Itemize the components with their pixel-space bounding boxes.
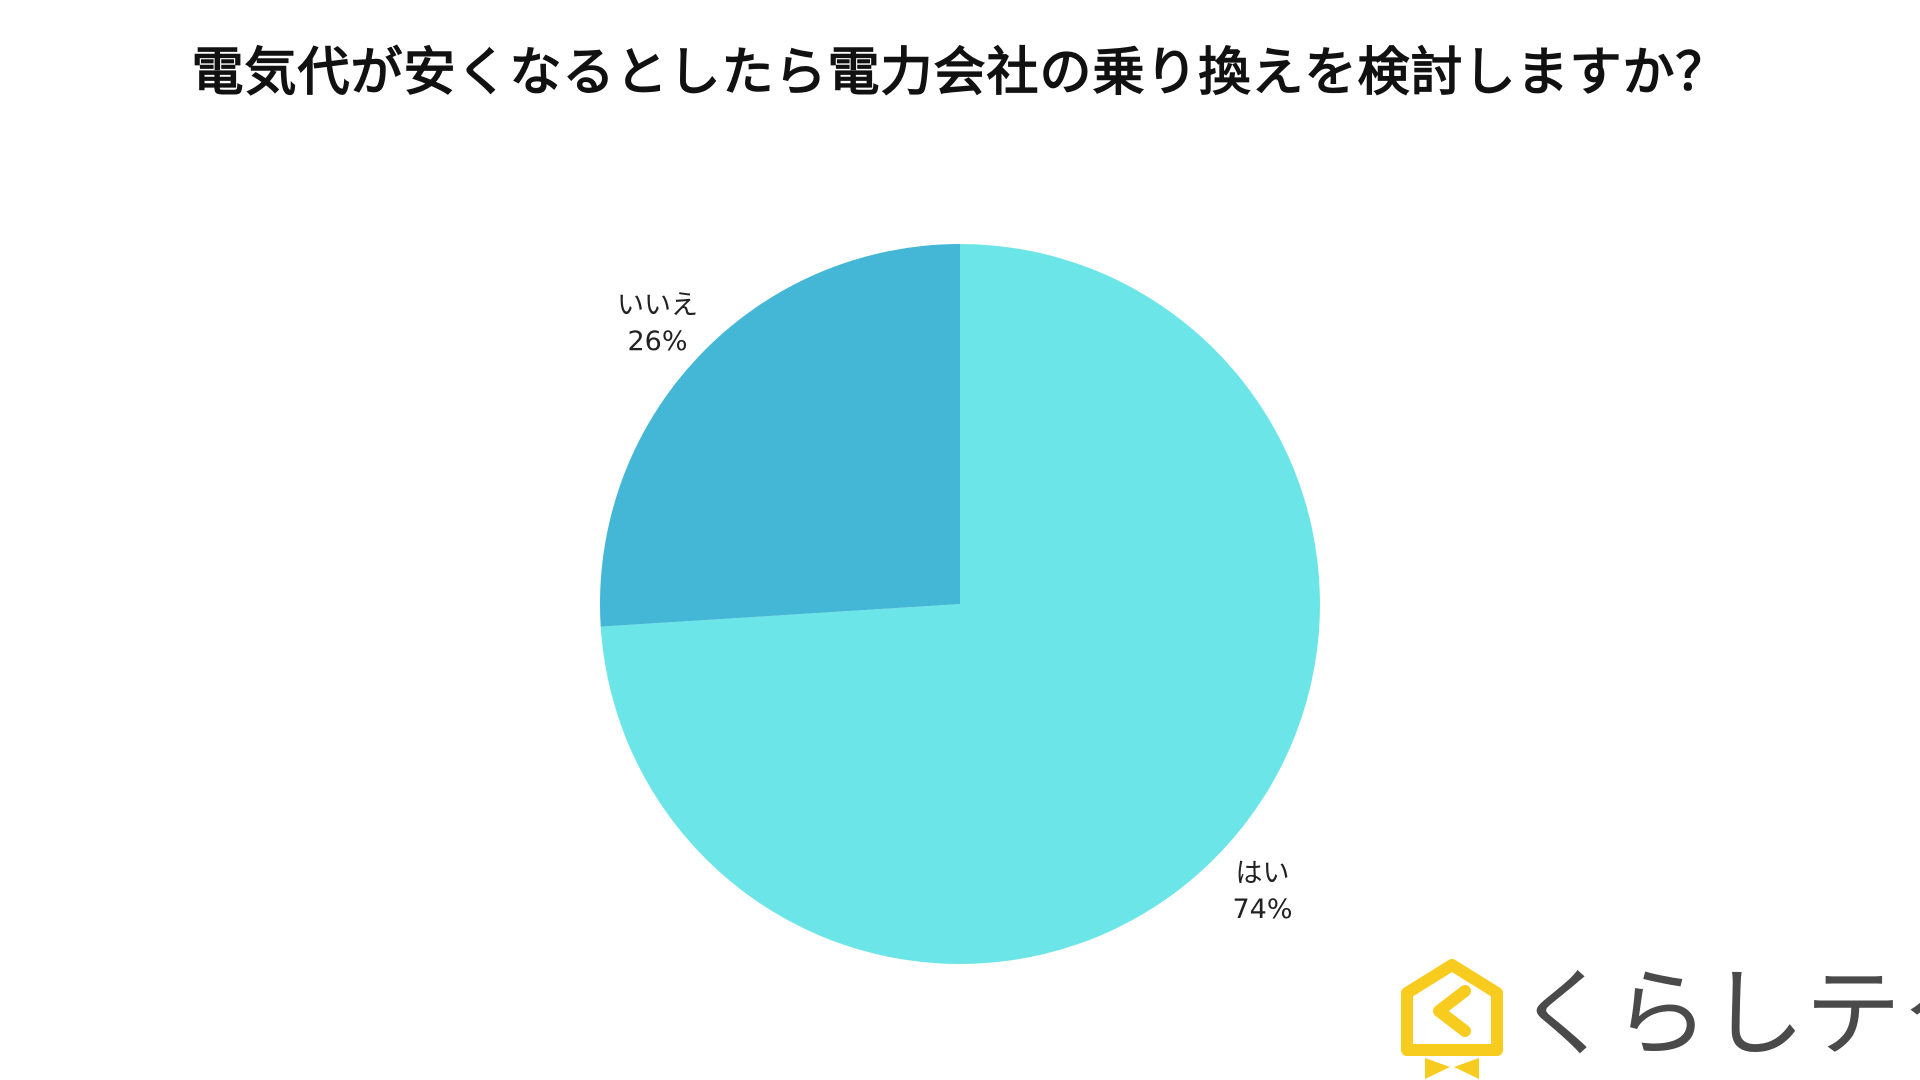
bowtie-icon [1425, 1058, 1479, 1079]
pie-slice-0 [600, 244, 1320, 964]
chart-title: 電気代が安くなるとしたら電力会社の乗り換えを検討しますか？ [191, 43, 1729, 103]
slice-label-0: はい [1236, 858, 1290, 889]
slice-value-label-1: 26% [627, 326, 687, 357]
slice-value-label-0: 74% [1233, 894, 1293, 925]
logo-text: くらしテク [1517, 958, 1920, 1070]
slice-label-1: いいえ [617, 290, 698, 321]
house-logo-icon [1401, 959, 1503, 1056]
kurashiteku-logo: くらしテク [1401, 958, 1920, 1079]
pie-slice-1 [600, 244, 960, 627]
